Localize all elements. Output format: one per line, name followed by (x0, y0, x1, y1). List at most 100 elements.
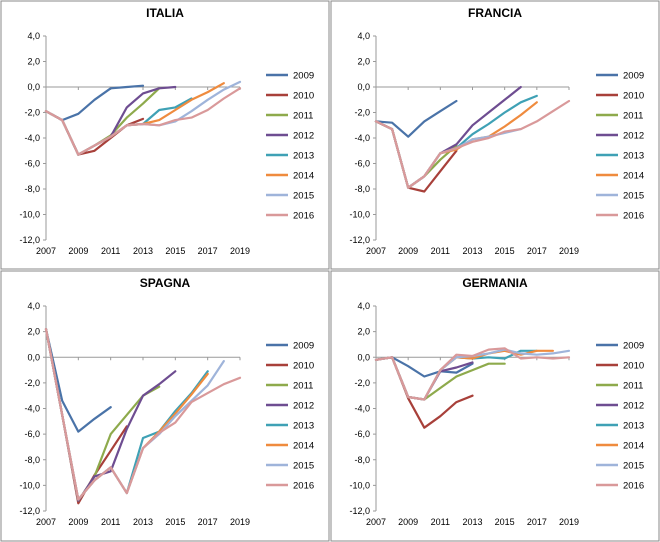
legend-label-2009: 2009 (293, 341, 314, 352)
x-tick-label: 2019 (230, 246, 250, 256)
x-tick-label: 2013 (133, 517, 153, 527)
y-tick-label: -4,0 (24, 404, 40, 414)
x-tick-label: 2019 (559, 246, 579, 256)
x-tick-label: 2017 (527, 246, 547, 256)
y-tick-label: 0,0 (27, 352, 40, 362)
panel-frame (330, 270, 660, 542)
legend-label-2009: 2009 (293, 71, 314, 82)
series-line-2009 (374, 99, 458, 138)
chart-title: GERMANIA (462, 276, 528, 290)
legend-label-2011: 2011 (623, 111, 643, 122)
y-tick-label: 4,0 (357, 31, 370, 41)
legend-label-2014: 2014 (293, 171, 314, 182)
legend-label-2016: 2016 (293, 481, 314, 492)
series-line-2010 (44, 110, 145, 156)
y-tick-label: -6,0 (24, 159, 40, 169)
y-tick-label: -12,0 (349, 506, 370, 516)
y-tick-label: 4,0 (27, 301, 40, 311)
series-line-2016 (374, 99, 571, 189)
y-tick-label: 2,0 (357, 57, 370, 67)
y-tick-label: -12,0 (349, 235, 370, 245)
x-tick-label: 2013 (462, 517, 482, 527)
series-line-2016 (374, 347, 571, 401)
legend-label-2009: 2009 (623, 341, 644, 352)
series-line-2012 (374, 85, 522, 189)
legend-label-2016: 2016 (623, 481, 644, 492)
x-tick-label: 2011 (101, 246, 120, 256)
y-tick-label: -8,0 (354, 455, 370, 465)
series-line-2009 (44, 328, 112, 433)
x-tick-label: 2017 (527, 517, 547, 527)
x-tick-label: 2015 (165, 246, 185, 256)
y-tick-label: -10,0 (349, 210, 370, 220)
x-tick-label: 2009 (398, 246, 418, 256)
x-tick-label: 2015 (165, 517, 185, 527)
x-tick-label: 2019 (559, 517, 579, 527)
x-tick-label: 2007 (36, 517, 56, 527)
y-tick-label: -8,0 (354, 184, 370, 194)
y-tick-label: 0,0 (357, 82, 370, 92)
chart-title: SPAGNA (140, 276, 191, 290)
y-tick-label: -2,0 (354, 108, 370, 118)
series-line-2012 (44, 328, 177, 502)
y-tick-label: 2,0 (27, 57, 40, 67)
x-tick-label: 2009 (68, 246, 88, 256)
legend-label-2015: 2015 (293, 191, 314, 202)
x-tick-label: 2017 (198, 517, 218, 527)
legend-label-2015: 2015 (623, 461, 644, 472)
y-tick-label: -4,0 (354, 404, 370, 414)
series-line-2013 (374, 94, 538, 189)
legend-label-2016: 2016 (623, 211, 644, 222)
y-tick-label: -10,0 (19, 210, 40, 220)
legend-label-2016: 2016 (293, 211, 314, 222)
x-tick-label: 2013 (462, 246, 482, 256)
x-tick-label: 2007 (366, 517, 386, 527)
chart-title: FRANCIA (468, 6, 522, 20)
legend-label-2010: 2010 (293, 91, 314, 102)
legend-label-2012: 2012 (623, 401, 644, 412)
y-tick-label: -10,0 (349, 480, 370, 490)
x-tick-label: 2009 (68, 517, 88, 527)
legend-label-2011: 2011 (623, 381, 643, 392)
series-line-2016 (44, 87, 242, 156)
x-tick-label: 2015 (495, 517, 515, 527)
x-tick-label: 2011 (101, 517, 120, 527)
legend-label-2009: 2009 (623, 71, 644, 82)
y-tick-label: -2,0 (24, 108, 40, 118)
series-line-2010 (44, 328, 128, 505)
legend-label-2010: 2010 (623, 91, 644, 102)
y-tick-label: 4,0 (357, 301, 370, 311)
y-tick-label: -4,0 (354, 133, 370, 143)
legend-label-2012: 2012 (293, 401, 314, 412)
panel-germania: GERMANIA 4,0 2,0 0,0 -2,0 -4,0 -6,0 -8,0 -10,0 -1… (330, 270, 660, 542)
y-tick-label: -8,0 (24, 184, 40, 194)
legend-label-2013: 2013 (623, 421, 644, 432)
legend-label-2013: 2013 (293, 151, 314, 162)
y-tick-label: -4,0 (24, 133, 40, 143)
legend-label-2015: 2015 (623, 191, 644, 202)
panel-italia: ITALIA 4,0 2,0 0,0 -2,0 -4,0 -6,0 -8,0 -10,0 -12,… (0, 0, 330, 270)
y-tick-label: -6,0 (24, 429, 40, 439)
x-tick-label: 2015 (495, 246, 515, 256)
y-tick-label: -12,0 (19, 235, 40, 245)
legend-label-2014: 2014 (293, 441, 314, 452)
y-tick-label: -2,0 (24, 378, 40, 388)
y-tick-label: -8,0 (24, 455, 40, 465)
x-tick-label: 2009 (398, 517, 418, 527)
panel-frame (0, 270, 330, 542)
legend-label-2012: 2012 (623, 131, 644, 142)
x-tick-label: 2007 (36, 246, 56, 256)
y-tick-label: 4,0 (27, 31, 40, 41)
legend-label-2010: 2010 (293, 361, 314, 372)
x-tick-label: 2019 (230, 517, 250, 527)
y-tick-label: 2,0 (357, 327, 370, 337)
series-line-2016 (44, 328, 242, 501)
y-tick-label: -6,0 (354, 159, 370, 169)
panel-frame (330, 0, 660, 270)
panel-frame (0, 0, 330, 270)
legend-label-2014: 2014 (623, 171, 644, 182)
legend-label-2010: 2010 (623, 361, 644, 372)
y-tick-label: -2,0 (354, 378, 370, 388)
